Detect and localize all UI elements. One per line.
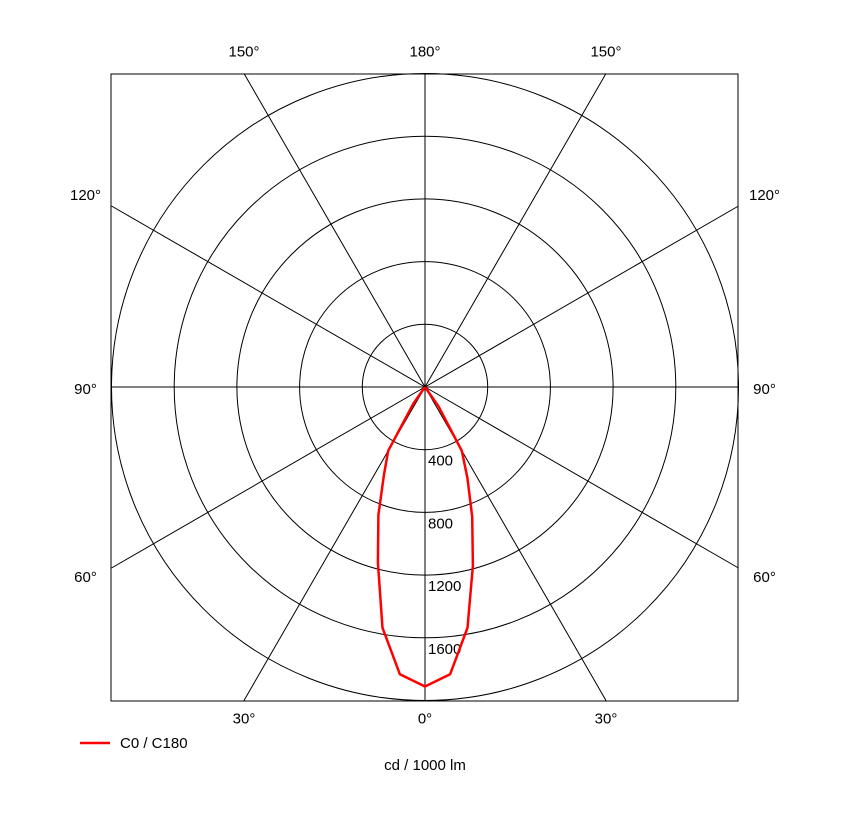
series-line — [376, 386, 475, 688]
angle-tick-label: 120° — [70, 187, 101, 204]
r-tick-label: 1600 — [428, 641, 461, 658]
angle-tick-label: 60° — [753, 569, 776, 586]
grid-ray — [111, 386, 426, 569]
angle-tick-label: 0° — [418, 710, 432, 727]
legend-label: C0 / C180 — [120, 735, 188, 752]
r-tick-label: 400 — [428, 453, 453, 470]
grid-ray — [424, 386, 739, 569]
grid-ray — [111, 205, 426, 388]
angle-tick-label: 30° — [595, 710, 618, 727]
angle-tick-label: 90° — [753, 381, 776, 398]
angle-tick-label: 150° — [228, 43, 259, 60]
angle-tick-label: 120° — [749, 187, 780, 204]
angle-tick-label: 180° — [409, 43, 440, 60]
r-tick-label: 1200 — [428, 578, 461, 595]
r-tick-label: 800 — [428, 515, 453, 532]
angle-tick-label: 60° — [74, 569, 97, 586]
angle-tick-label: 150° — [590, 43, 621, 60]
grid-ray — [424, 73, 607, 388]
axis-label: cd / 1000 lm — [384, 757, 466, 774]
grid-ray — [243, 73, 426, 388]
angle-tick-label: 30° — [233, 710, 256, 727]
angle-tick-label: 90° — [74, 381, 97, 398]
grid-ray — [424, 205, 739, 388]
